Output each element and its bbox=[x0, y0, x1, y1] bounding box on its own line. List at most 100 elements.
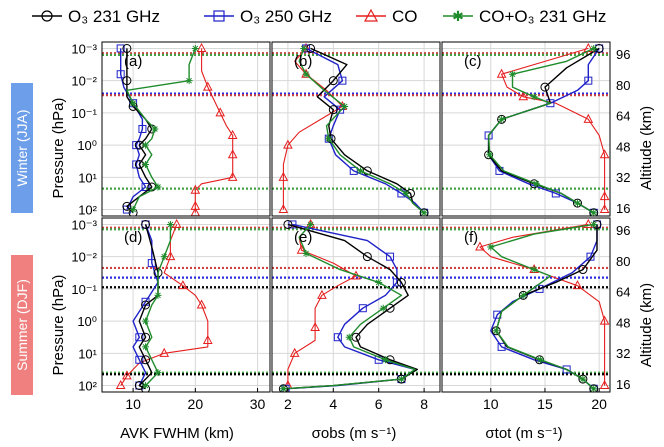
star-marker bbox=[302, 70, 310, 78]
star-marker bbox=[530, 93, 538, 101]
star-marker bbox=[357, 167, 365, 175]
circle-marker bbox=[122, 76, 132, 86]
series-line-star bbox=[144, 224, 172, 387]
star-marker bbox=[375, 278, 383, 286]
series-line-triangle bbox=[282, 48, 343, 210]
triangle-marker bbox=[599, 315, 610, 325]
star-marker bbox=[487, 243, 495, 251]
star-marker bbox=[590, 209, 598, 216]
circle-marker bbox=[328, 76, 338, 86]
star-marker bbox=[519, 291, 527, 299]
pressure-tick-label: 10⁰ bbox=[77, 314, 97, 329]
triangle-marker bbox=[496, 68, 507, 78]
legend-label-o3-231: O₃ 231 GHz bbox=[68, 7, 160, 26]
x-tick-label: 20 bbox=[188, 396, 204, 412]
series-line-star bbox=[126, 48, 196, 210]
square-marker bbox=[546, 99, 555, 108]
panel-label: (a) bbox=[124, 53, 142, 70]
circle-marker bbox=[419, 208, 429, 216]
triangle-marker bbox=[572, 280, 583, 290]
triangle-marker bbox=[317, 289, 327, 299]
star-marker bbox=[185, 77, 193, 85]
star-marker bbox=[142, 382, 150, 390]
reference-lines bbox=[442, 226, 610, 376]
series-group bbox=[475, 218, 610, 392]
star-marker bbox=[590, 220, 598, 228]
legend-label-co: CO bbox=[392, 7, 418, 26]
row-label-winter: Winter (JJA) bbox=[11, 83, 33, 213]
star-marker bbox=[420, 209, 428, 216]
circle-marker bbox=[491, 326, 501, 336]
circle-marker bbox=[328, 105, 338, 115]
circle-marker bbox=[540, 82, 550, 92]
pressure-tick-label: 10⁻² bbox=[71, 74, 97, 89]
triangle-marker bbox=[171, 218, 182, 228]
star-marker bbox=[129, 99, 137, 107]
triangle-marker bbox=[289, 347, 300, 357]
row-label-winter-bg bbox=[11, 83, 33, 213]
circle-marker bbox=[578, 265, 588, 275]
star-marker bbox=[307, 220, 315, 228]
triangle-marker bbox=[227, 171, 238, 181]
square-marker bbox=[386, 252, 395, 261]
x-axis-title-sigma-obs: σobs (m s⁻¹) bbox=[312, 425, 397, 442]
reference-lines bbox=[272, 226, 440, 376]
triangle-marker bbox=[475, 241, 485, 251]
x-tick-label: 10 bbox=[125, 396, 141, 412]
circle-marker bbox=[578, 374, 588, 384]
panel-frame bbox=[271, 41, 441, 217]
star-marker bbox=[142, 141, 150, 149]
panel-b: (b) bbox=[271, 41, 441, 217]
circle-marker bbox=[589, 384, 599, 392]
altitude-tick-label: 96 bbox=[616, 223, 630, 238]
square-marker bbox=[138, 125, 147, 133]
triangle-marker bbox=[278, 203, 289, 214]
star-marker bbox=[345, 333, 353, 341]
square-marker bbox=[135, 355, 144, 364]
star-marker bbox=[160, 253, 168, 261]
x-axis-title-avk: AVK FWHM (km) bbox=[120, 425, 234, 442]
star-marker bbox=[166, 220, 174, 228]
pressure-axis-title-top: Pressure (hPa) bbox=[50, 98, 67, 199]
series-line-star bbox=[283, 223, 416, 390]
series-group bbox=[484, 42, 610, 216]
square-marker-icon bbox=[213, 10, 225, 22]
panel-d: (d) 10 20 30 10⁻³ 10⁻² 10⁻¹ 10⁰ 10¹ 10² bbox=[71, 217, 271, 412]
star-marker bbox=[590, 44, 598, 52]
x-axis-title-sigma-tot: σtot (m s⁻¹) bbox=[485, 425, 562, 442]
altitude-axis-title-top: Altitude (km) bbox=[638, 106, 655, 190]
star-marker bbox=[341, 102, 349, 110]
altitude-tick-label: 48 bbox=[616, 315, 630, 330]
triangle-marker bbox=[115, 379, 126, 390]
star-marker bbox=[300, 44, 308, 52]
panel-f: (f) 10 15 20 96 80 64 48 32 16 bbox=[441, 217, 630, 412]
series-line-triangle bbox=[501, 47, 606, 210]
star-marker bbox=[382, 356, 390, 364]
star-marker bbox=[154, 369, 162, 377]
circle-marker bbox=[589, 208, 599, 216]
reference-lines bbox=[272, 52, 440, 190]
legend: O₃ 231 GHz O₃ 250 GHz CO ✱ CO+O₃ 231 GHz bbox=[32, 7, 606, 26]
star-marker bbox=[486, 151, 494, 159]
panel-label: (f) bbox=[464, 229, 478, 246]
triangle-marker bbox=[599, 203, 610, 214]
legend-entry-co: CO bbox=[356, 7, 418, 26]
altitude-tick-label: 32 bbox=[616, 170, 630, 185]
pressure-tick-label: 10⁻³ bbox=[71, 41, 97, 56]
legend-entry-o3-231: O₃ 231 GHz bbox=[32, 7, 160, 26]
square-marker bbox=[358, 304, 367, 313]
reference-lines bbox=[102, 226, 270, 376]
triangle-marker bbox=[599, 149, 610, 159]
square-marker bbox=[141, 183, 150, 191]
row-label-winter-text: Winter (JJA) bbox=[14, 110, 30, 187]
star-marker bbox=[279, 385, 287, 392]
triangle-marker bbox=[583, 113, 594, 123]
triangle-marker bbox=[196, 42, 207, 52]
panel-c: (c) 96 80 64 48 32 16 bbox=[441, 41, 630, 217]
circle-marker bbox=[362, 252, 372, 262]
altitude-tick-label: 80 bbox=[616, 254, 630, 269]
triangle-marker-icon bbox=[363, 8, 379, 22]
star-marker bbox=[402, 189, 410, 197]
